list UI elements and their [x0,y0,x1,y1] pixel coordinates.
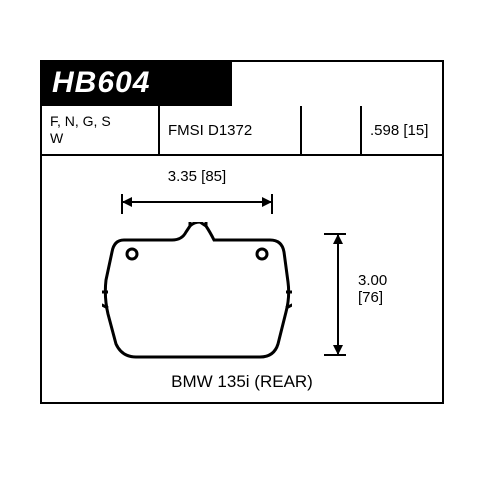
thickness-cell: .598 [15] [362,106,442,154]
width-dimension [102,190,292,214]
thickness-value: .598 [15] [370,122,428,139]
empty-cell [302,106,360,154]
height-dim-in: 3.00 [358,272,387,289]
width-dim-label: 3.35 [85] [102,168,292,185]
height-dim-label: 3.00 [76] [358,272,387,306]
header-divider [42,154,442,156]
fmsi-value: FMSI D1372 [168,122,252,139]
fmsi-cell: FMSI D1372 [160,106,300,154]
spec-frame: HB604 F, N, G, S W FMSI D1372 .598 [15] … [40,60,444,404]
height-dimension [324,222,352,367]
fitment-label: BMW 135i (REAR) [42,372,442,392]
compounds-line2: W [50,130,63,147]
brake-pad-outline [102,222,292,367]
part-number: HB604 [40,60,232,106]
compounds-line1: F, N, G, S [50,113,111,130]
height-dim-mm: [76] [358,289,383,306]
compounds-cell: F, N, G, S W [42,106,158,154]
